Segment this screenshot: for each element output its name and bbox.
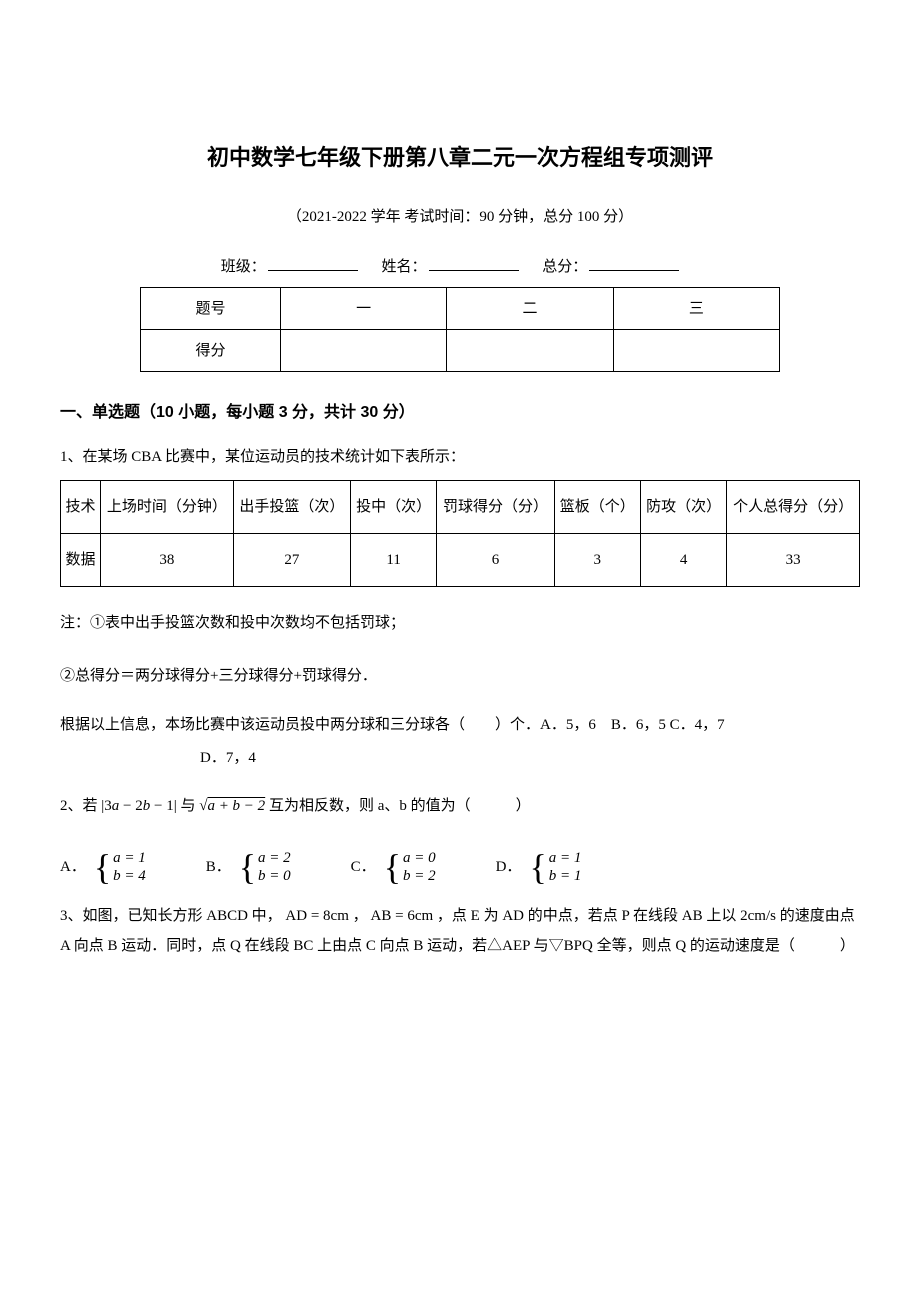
hdr-freethrow: 罚球得分（分） — [437, 480, 554, 533]
brace-icon: { — [384, 849, 401, 885]
cell-score-label: 得分 — [141, 330, 281, 372]
eq-a2: b = 4 — [113, 867, 146, 885]
name-label: 姓名： — [381, 259, 426, 275]
cell-section-1: 一 — [281, 288, 447, 330]
q1-note-1: 注：①表中出手投篮次数和投中次数均不包括罚球； — [60, 607, 860, 640]
cell-freethrow: 6 — [437, 533, 554, 586]
hdr-minutes: 上场时间（分钟） — [101, 480, 234, 533]
class-label: 班级： — [221, 259, 266, 275]
cell-made: 11 — [350, 533, 436, 586]
system-c: a = 0 b = 2 — [403, 849, 436, 885]
table-row: 题号 一 二 三 — [141, 288, 780, 330]
cell-defense: 4 — [640, 533, 726, 586]
table-row: 技术 上场时间（分钟） 出手投篮（次） 投中（次） 罚球得分（分） 篮板（个） … — [61, 480, 860, 533]
score-table: 题号 一 二 三 得分 — [140, 287, 780, 372]
eq-d2: b = 1 — [549, 867, 582, 885]
eq-b1: a = 2 — [258, 849, 291, 867]
brace-icon: { — [94, 849, 111, 885]
option-label-b: B． — [206, 852, 231, 882]
q1-data-table: 技术 上场时间（分钟） 出手投篮（次） 投中（次） 罚球得分（分） 篮板（个） … — [60, 480, 860, 587]
cell-score-3 — [613, 330, 779, 372]
eq-c2: b = 2 — [403, 867, 436, 885]
q1-ask: 根据以上信息，本场比赛中该运动员投中两分球和三分球各（ ）个．A．5，6 B．6… — [60, 709, 860, 775]
cell-data-label: 数据 — [61, 533, 101, 586]
sqrt-expr: a + b − 2 — [207, 798, 265, 814]
cell-shots: 27 — [233, 533, 350, 586]
question-1: 1、在某场 CBA 比赛中，某位运动员的技术统计如下表所示： 技术 上场时间（分… — [60, 442, 860, 775]
q2-options: A． { a = 1 b = 4 B． { a = 2 b = 0 C． { a… — [60, 849, 860, 885]
system-b: a = 2 b = 0 — [258, 849, 291, 885]
question-2: 2、若 |3a − 2b − 1| 与 √a + b − 2 互为相反数，则 a… — [60, 791, 860, 885]
cell-score-2 — [447, 330, 613, 372]
q2-option-a: A． { a = 1 b = 4 — [60, 849, 146, 885]
cell-section-2: 二 — [447, 288, 613, 330]
cell-question-number-label: 题号 — [141, 288, 281, 330]
table-row: 得分 — [141, 330, 780, 372]
cell-minutes: 38 — [101, 533, 234, 586]
exam-subtitle: （2021-2022 学年 考试时间：90 分钟，总分 100 分） — [60, 205, 860, 229]
question-3: 3、如图，已知长方形 ABCD 中， AD = 8cm ， AB = 6cm ，… — [60, 901, 860, 961]
option-label-d: D． — [496, 852, 522, 882]
cell-score-1 — [281, 330, 447, 372]
q3-text: 3、如图，已知长方形 ABCD 中， AD = 8cm ， AB = 6cm ，… — [60, 908, 855, 954]
eq-d1: a = 1 — [549, 849, 582, 867]
hdr-rebound: 篮板（个） — [554, 480, 640, 533]
total-label: 总分： — [542, 259, 587, 275]
eq-c1: a = 0 — [403, 849, 436, 867]
cell-section-3: 三 — [613, 288, 779, 330]
eq-a1: a = 1 — [113, 849, 146, 867]
hdr-technique: 技术 — [61, 480, 101, 533]
cell-rebound: 3 — [554, 533, 640, 586]
table-row: 数据 38 27 11 6 3 4 33 — [61, 533, 860, 586]
q1-stem: 1、在某场 CBA 比赛中，某位运动员的技术统计如下表所示： — [60, 442, 860, 472]
q2-text-4: 互为相反数，则 a、b 的值为（ ） — [265, 798, 530, 814]
system-d: a = 1 b = 1 — [549, 849, 582, 885]
cell-total: 33 — [727, 533, 860, 586]
hdr-total: 个人总得分（分） — [727, 480, 860, 533]
option-label-c: C． — [351, 852, 376, 882]
brace-icon: { — [529, 849, 546, 885]
section-1-heading: 一、单选题（10 小题，每小题 3 分，共计 30 分） — [60, 400, 860, 426]
hdr-defense: 防攻（次） — [640, 480, 726, 533]
q2-option-d: D． { a = 1 b = 1 — [496, 849, 582, 885]
option-label-a: A． — [60, 852, 86, 882]
eq-b2: b = 0 — [258, 867, 291, 885]
q2-option-c: C． { a = 0 b = 2 — [351, 849, 436, 885]
name-blank — [429, 253, 519, 271]
q2-text-3: − 1| 与 — [150, 798, 199, 814]
q1-option-d: D．7，4 — [200, 742, 256, 775]
total-blank — [589, 253, 679, 271]
hdr-made: 投中（次） — [350, 480, 436, 533]
system-a: a = 1 b = 4 — [113, 849, 146, 885]
q2-option-b: B． { a = 2 b = 0 — [206, 849, 291, 885]
q1-ask-text: 根据以上信息，本场比赛中该运动员投中两分球和三分球各（ ）个．A．5，6 B．6… — [60, 717, 725, 733]
brace-icon: { — [239, 849, 256, 885]
q2-text-2: − 2 — [119, 798, 142, 814]
q2-text-1: 2、若 |3 — [60, 798, 112, 814]
exam-title: 初中数学七年级下册第八章二元一次方程组专项测评 — [60, 140, 860, 175]
hdr-shots: 出手投篮（次） — [233, 480, 350, 533]
q1-note-2: ②总得分＝两分球得分+三分球得分+罚球得分． — [60, 660, 860, 693]
class-blank — [268, 253, 358, 271]
student-info-line: 班级： 姓名： 总分： — [60, 253, 860, 279]
q2-stem: 2、若 |3a − 2b − 1| 与 √a + b − 2 互为相反数，则 a… — [60, 791, 860, 821]
